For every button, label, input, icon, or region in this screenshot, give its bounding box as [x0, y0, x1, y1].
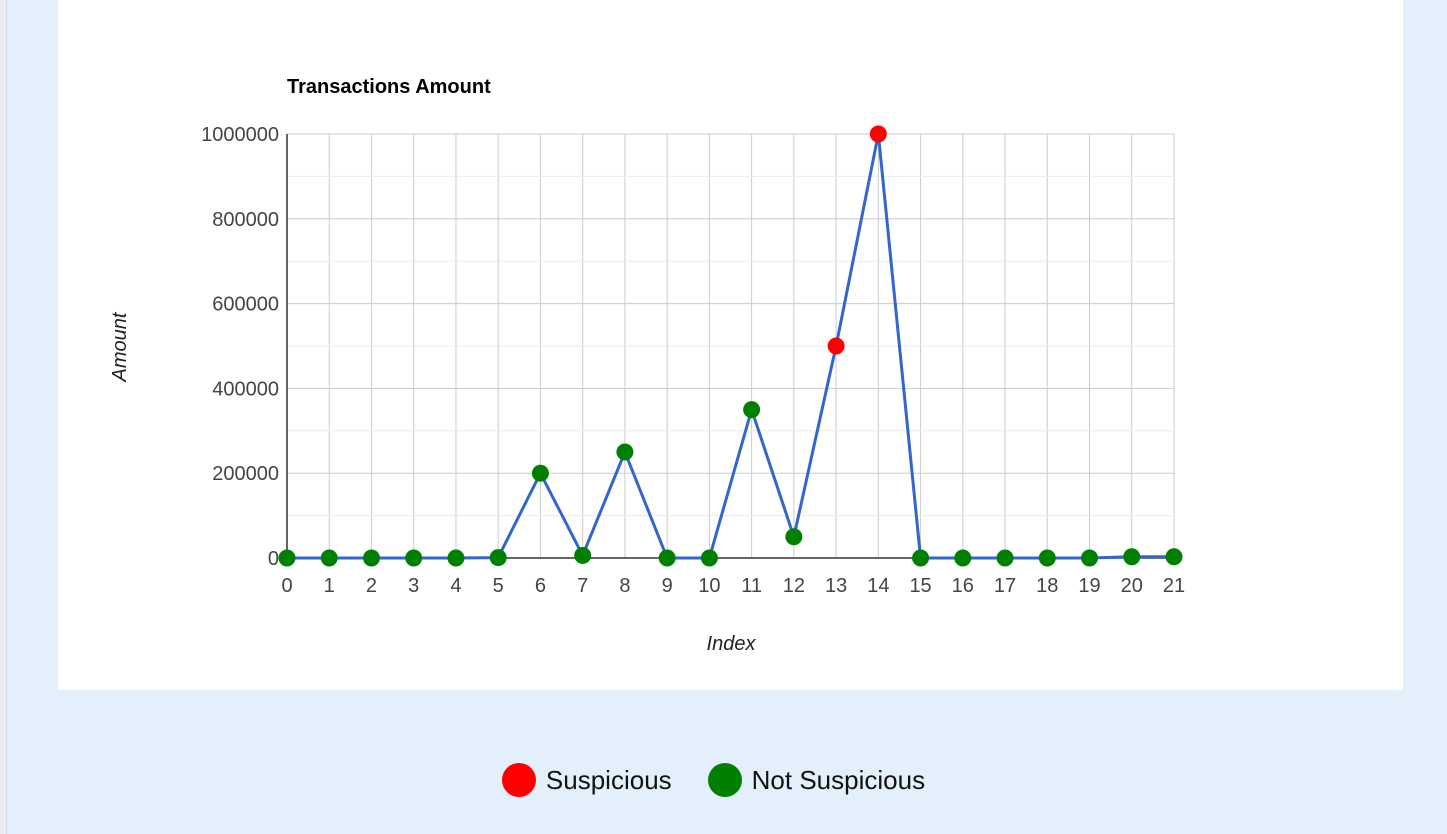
legend-label-suspicious: Suspicious: [545, 764, 672, 795]
x-tick-label: 16: [952, 575, 974, 597]
page-left-edge: [0, 0, 7, 834]
data-point-not-suspicious[interactable]: [785, 528, 803, 546]
grid-layer: [286, 133, 1175, 559]
data-point-not-suspicious[interactable]: [954, 549, 972, 567]
x-tick-label: 5: [493, 575, 504, 597]
x-tick-label: 13: [825, 575, 847, 597]
y-tick-label: 200000: [212, 463, 279, 485]
x-tick-label: 6: [535, 575, 546, 597]
data-point-not-suspicious[interactable]: [278, 549, 296, 567]
data-point-not-suspicious[interactable]: [996, 549, 1014, 567]
x-tick-label: 9: [662, 575, 673, 597]
data-point-not-suspicious[interactable]: [1123, 548, 1141, 566]
chart-title: Transactions Amount: [287, 76, 491, 98]
x-axis-title: Index: [707, 633, 757, 655]
x-tick-label: 18: [1036, 575, 1058, 597]
x-tick-label: 17: [994, 575, 1016, 597]
x-tick-label: 8: [619, 575, 630, 597]
suspicious-dot-icon: [501, 763, 536, 797]
x-tick-label: 15: [909, 575, 931, 597]
x-tick-label: 12: [783, 575, 805, 597]
x-tick-label: 3: [408, 575, 419, 597]
data-point-not-suspicious[interactable]: [531, 464, 549, 482]
data-point-not-suspicious[interactable]: [1165, 548, 1183, 566]
data-point-suspicious[interactable]: [869, 125, 887, 143]
legend-label-not-suspicious: Not Suspicious: [751, 764, 926, 795]
series-layer: [287, 132, 1174, 560]
series-line: [287, 132, 1174, 560]
x-tick-label: 4: [450, 575, 461, 597]
data-point-not-suspicious[interactable]: [405, 549, 423, 567]
x-tick-label: 20: [1121, 575, 1143, 597]
y-axis-title: Amount: [109, 311, 131, 382]
x-tick-label: 10: [698, 575, 720, 597]
x-tick-label: 11: [741, 575, 762, 597]
data-point-suspicious[interactable]: [827, 337, 845, 355]
x-tick-label: 0: [281, 575, 292, 597]
x-tick-label: 14: [867, 575, 889, 597]
data-point-not-suspicious[interactable]: [700, 549, 718, 567]
data-point-not-suspicious[interactable]: [1081, 549, 1099, 567]
y-tick-label: 600000: [212, 294, 279, 316]
x-tick-label: 7: [577, 575, 588, 597]
point-layer: [278, 125, 1183, 567]
data-point-not-suspicious[interactable]: [912, 549, 930, 567]
x-tick-label: 2: [366, 575, 377, 597]
chart-card: 0 200000 400000 600000 800000 1000000 0 1 2 3 4 5 6 7…: [58, 0, 1403, 690]
data-point-not-suspicious[interactable]: [447, 549, 465, 567]
data-point-not-suspicious[interactable]: [574, 546, 592, 564]
x-tick-label: 1: [324, 575, 335, 597]
data-point-not-suspicious[interactable]: [658, 549, 676, 567]
x-tick-label: 21: [1163, 575, 1185, 597]
data-point-not-suspicious[interactable]: [489, 549, 507, 567]
data-point-not-suspicious[interactable]: [616, 443, 634, 461]
legend-item-not-suspicious[interactable]: Not Suspicious: [707, 763, 926, 797]
chart-legend: Suspicious Not Suspicious: [0, 758, 1447, 802]
data-point-not-suspicious[interactable]: [320, 549, 338, 567]
y-tick-label: 1000000: [201, 124, 279, 146]
y-tick-label: 800000: [212, 209, 279, 231]
y-tick-label: 400000: [212, 378, 279, 400]
data-point-not-suspicious[interactable]: [743, 401, 761, 419]
y-tick-label: 0: [268, 548, 279, 570]
legend-item-suspicious[interactable]: Suspicious: [501, 763, 672, 797]
x-tick-label: 19: [1078, 575, 1100, 597]
not-suspicious-dot-icon: [707, 763, 742, 797]
data-point-not-suspicious[interactable]: [362, 549, 380, 567]
data-point-not-suspicious[interactable]: [1038, 549, 1056, 567]
